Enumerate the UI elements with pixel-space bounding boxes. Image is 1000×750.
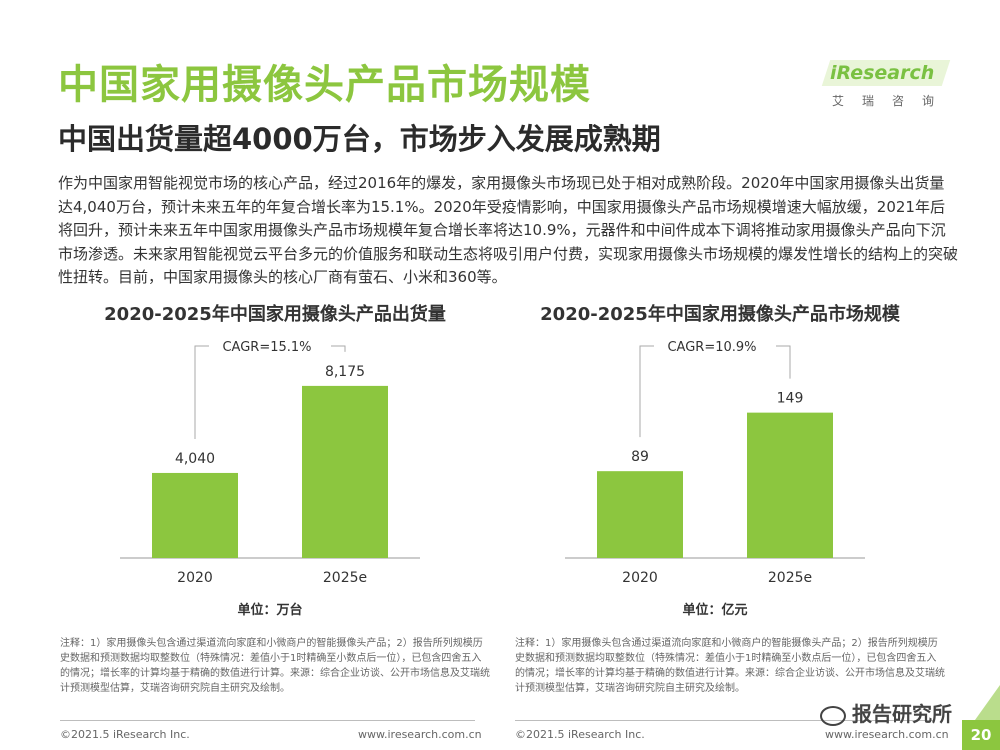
market-size-category-label-2025e: 2025e <box>768 570 812 586</box>
market-size-bar-2025e <box>747 412 833 558</box>
shipment-bar-chart: 4,040 2020 8,175 2025e CAGR=15.1% 单位：万台 <box>120 340 420 618</box>
copyright-right: ©2021.5 iResearch Inc. <box>515 728 645 741</box>
shipment-cagr-bracket <box>194 345 346 439</box>
shipment-cagr-label: CAGR=15.1% <box>222 340 311 355</box>
market-size-bar-2020 <box>597 471 683 558</box>
footer-divider-right <box>515 720 935 721</box>
logo-chinese-name: 艾瑞咨询 <box>832 94 953 108</box>
website-link-right[interactable]: www.iresearch.com.cn <box>825 728 949 741</box>
market-size-unit-label: 单位：亿元 <box>682 602 747 618</box>
watermark-text: 报告研究所 <box>852 702 952 726</box>
summary-paragraph: 作为中国家用智能视觉市场的核心产品，经过2016年的爆发，家用摄像头市场现已处于… <box>58 174 959 286</box>
corner-decoration <box>975 685 1000 720</box>
logo-wordmark: iResearch <box>830 62 935 84</box>
shipment-category-label-2020: 2020 <box>177 570 213 586</box>
page-subtitle: 中国出货量超4000万台，市场步入发展成熟期 <box>58 122 661 156</box>
market-size-cagr-bracket <box>639 345 791 438</box>
shipment-bar-2025e <box>302 385 388 558</box>
market-size-value-label-2025e: 149 <box>777 391 804 407</box>
market-size-bar-chart: 89 2020 149 2025e CAGR=10.9% 单位：亿元 <box>565 340 865 618</box>
shipment-chart-notes: 注释：1）家用摄像头包含通过渠道流向家庭和小微商户的智能摄像头产品；2）报告所列… <box>60 638 490 694</box>
shipment-unit-label: 单位：万台 <box>237 602 302 618</box>
market-size-value-label-2020: 89 <box>631 449 649 465</box>
wechat-icon <box>820 705 846 726</box>
page-number: 20 <box>962 720 1000 750</box>
shipment-bar-2020 <box>152 472 238 558</box>
shipment-value-label-2020: 4,040 <box>175 451 215 467</box>
shipment-chart-title: 2020-2025年中国家用摄像头产品出货量 <box>104 304 446 325</box>
shipment-category-label-2025e: 2025e <box>323 570 367 586</box>
website-link-left[interactable]: www.iresearch.com.cn <box>358 728 482 741</box>
iresearch-logo: iResearch 艾瑞咨询 <box>821 52 956 122</box>
market-size-chart-notes: 注释：1）家用摄像头包含通过渠道流向家庭和小微商户的智能摄像头产品；2）报告所列… <box>515 638 945 694</box>
market-size-cagr-label: CAGR=10.9% <box>667 340 756 355</box>
page-title: 中国家用摄像头产品市场规模 <box>58 62 591 108</box>
market-size-category-label-2020: 2020 <box>622 570 658 586</box>
footer-divider-left <box>60 720 475 721</box>
market-size-chart-title: 2020-2025年中国家用摄像头产品市场规模 <box>540 304 900 325</box>
copyright-left: ©2021.5 iResearch Inc. <box>60 728 190 741</box>
watermark: 报告研究所 <box>820 698 952 727</box>
shipment-value-label-2025e: 8,175 <box>325 364 365 380</box>
